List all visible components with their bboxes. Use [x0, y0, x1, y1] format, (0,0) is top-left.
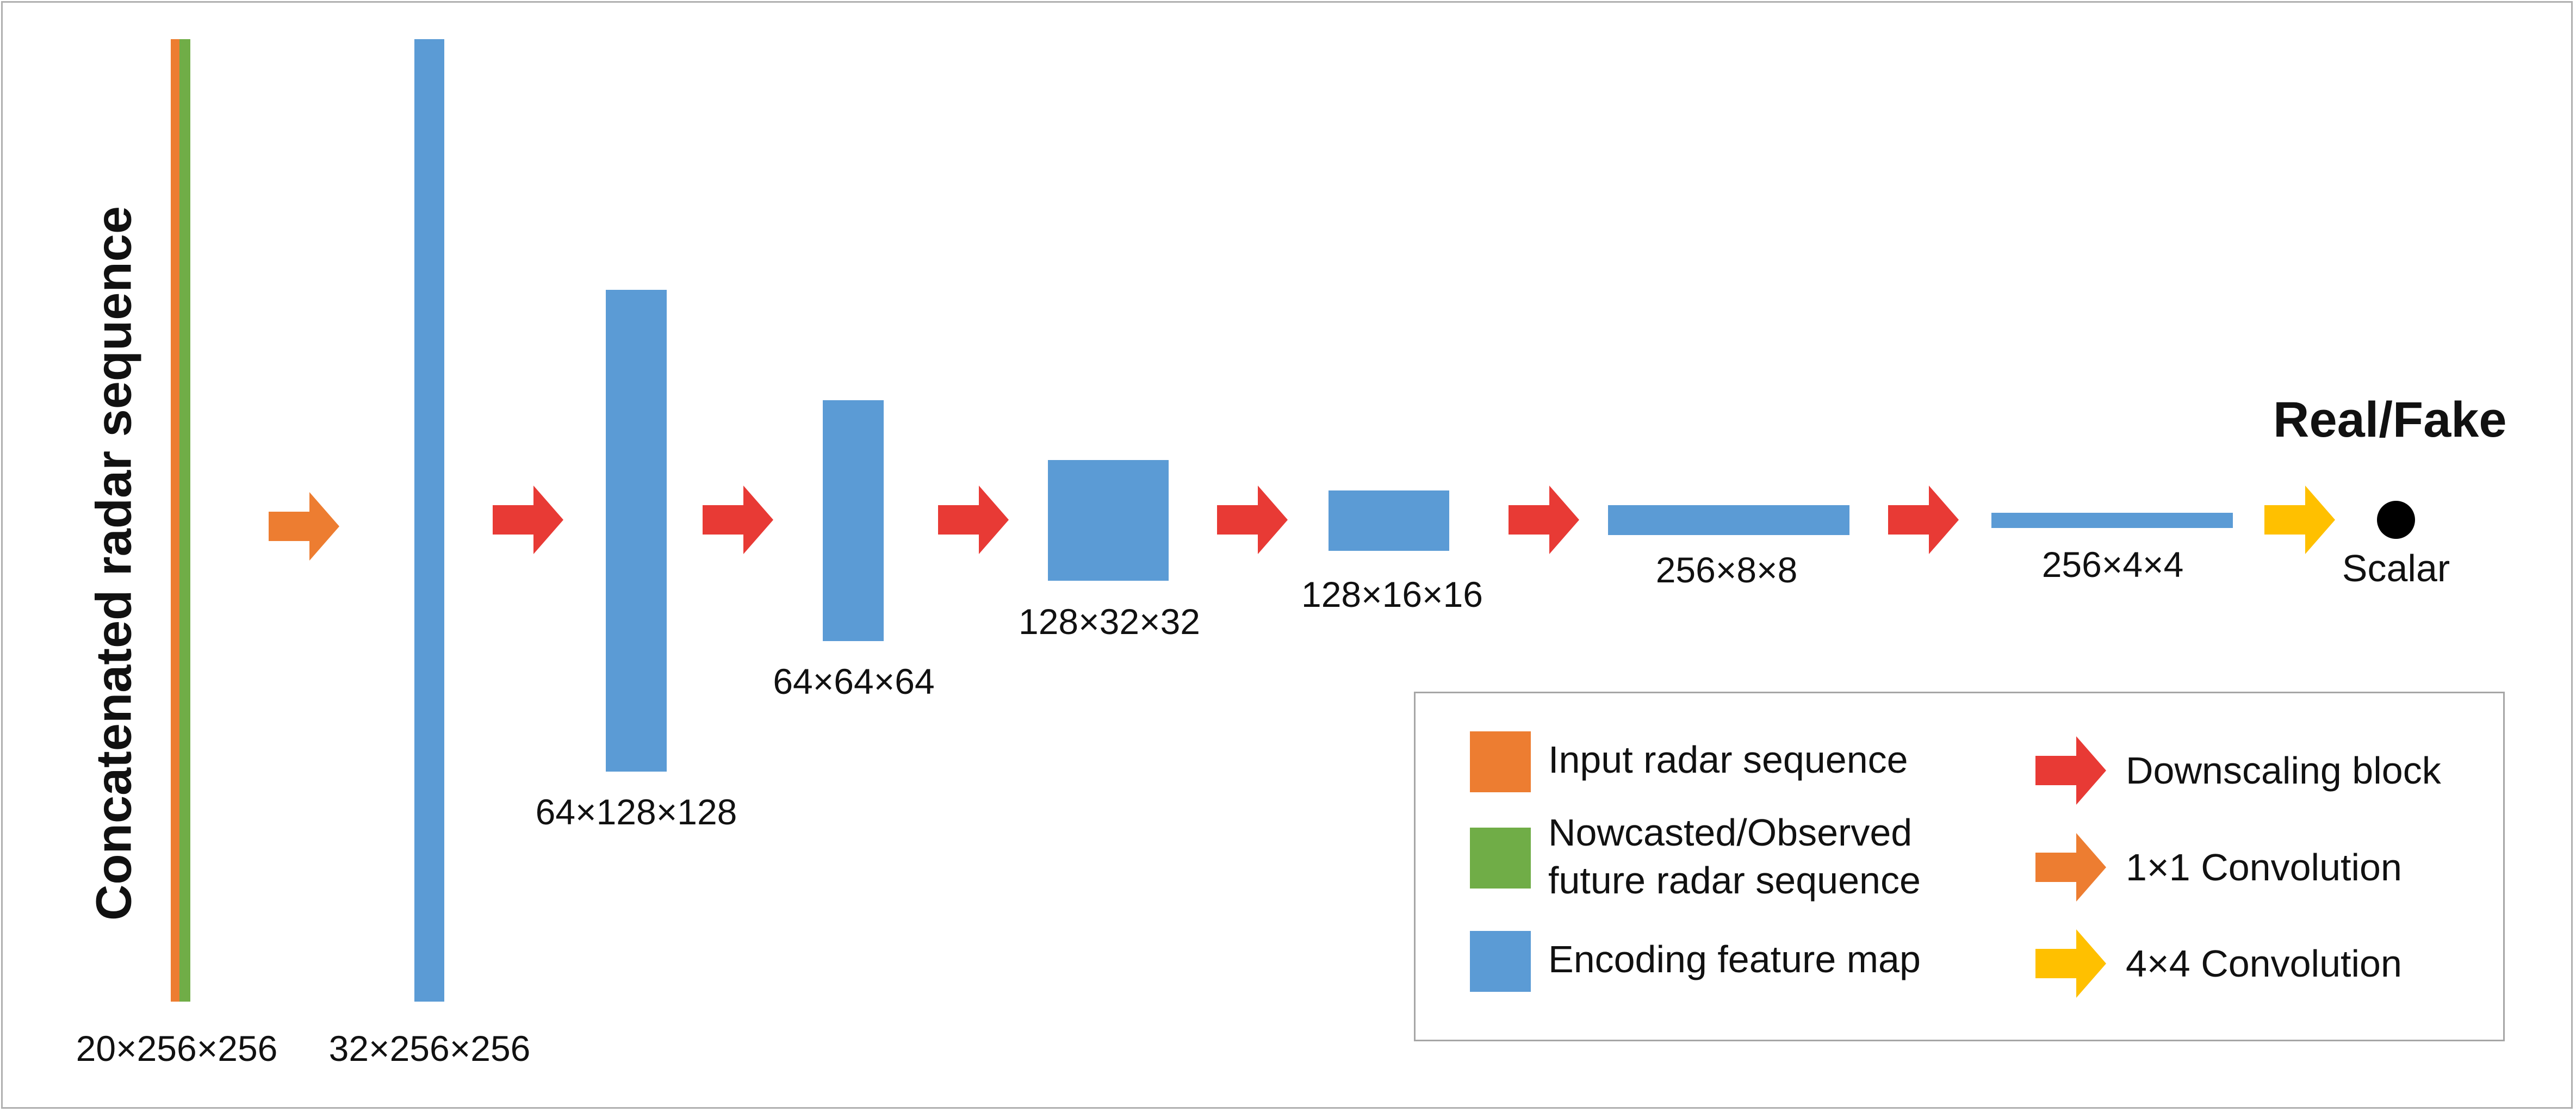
legend-input-label: Input radar sequence [1548, 738, 1908, 781]
legend-feature-swatch [1470, 931, 1531, 992]
conv1x1-arrow-icon [2035, 833, 2106, 902]
scalar-label: Scalar [2342, 547, 2450, 589]
downscale-arrow-icon [938, 486, 1009, 554]
feature-map-256x4x4 [1991, 513, 2233, 528]
legend-conv1-label: 1×1 Convolution [2126, 846, 2402, 889]
feature-map-128x16x16 [1329, 490, 1449, 551]
stage-label: 256×8×8 [1655, 550, 1798, 590]
downscale-arrow-icon [493, 486, 563, 554]
legend-downscale-label: Downscaling block [2126, 749, 2441, 792]
downscale-arrow-icon [1888, 486, 1959, 554]
feature-map-32x256x256 [414, 39, 444, 1002]
feature-map-128x32x32 [1048, 460, 1169, 581]
legend-nowcast-swatch [1470, 828, 1531, 889]
legend-conv4-label: 4×4 Convolution [2126, 942, 2402, 985]
downscale-arrow-icon [1509, 486, 1579, 554]
downscale-arrow-icon [703, 486, 773, 554]
stage-label: 32×256×256 [328, 1028, 531, 1068]
stage-label: 256×4×4 [2041, 544, 2184, 585]
downscale-arrow-icon [2035, 736, 2106, 805]
nowcast-radar-bar [179, 39, 190, 1002]
stage-label: 64×64×64 [773, 661, 935, 701]
feature-map-64x64x64 [823, 400, 884, 641]
stage-label: 64×128×128 [535, 792, 737, 832]
scalar-output-dot [2377, 501, 2415, 539]
stage-label: 128×32×32 [1018, 601, 1201, 642]
conv4x4-arrow-icon [2264, 486, 2335, 554]
downscale-arrow-icon [1217, 486, 1288, 554]
output-title: Real/Fake [2273, 392, 2507, 448]
legend-box: Input radar sequence Nowcasted/Observed … [1414, 692, 2505, 1041]
feature-map-64x128x128 [606, 290, 667, 772]
legend-nowcast-label-line2: future radar sequence [1548, 859, 1921, 902]
stage-label: 128×16×16 [1301, 574, 1483, 614]
input-radar-bar [171, 39, 179, 1002]
conv1x1-arrow-icon [269, 492, 339, 561]
feature-map-256x8x8 [1608, 505, 1849, 535]
legend-feature-label: Encoding feature map [1548, 938, 1921, 980]
conv4x4-arrow-icon [2035, 929, 2106, 998]
legend-arrows [2035, 736, 2106, 998]
legend-nowcast-label-line1: Nowcasted/Observed [1548, 811, 1913, 854]
legend-input-swatch [1470, 731, 1531, 792]
stage-label: 20×256×256 [76, 1028, 278, 1068]
